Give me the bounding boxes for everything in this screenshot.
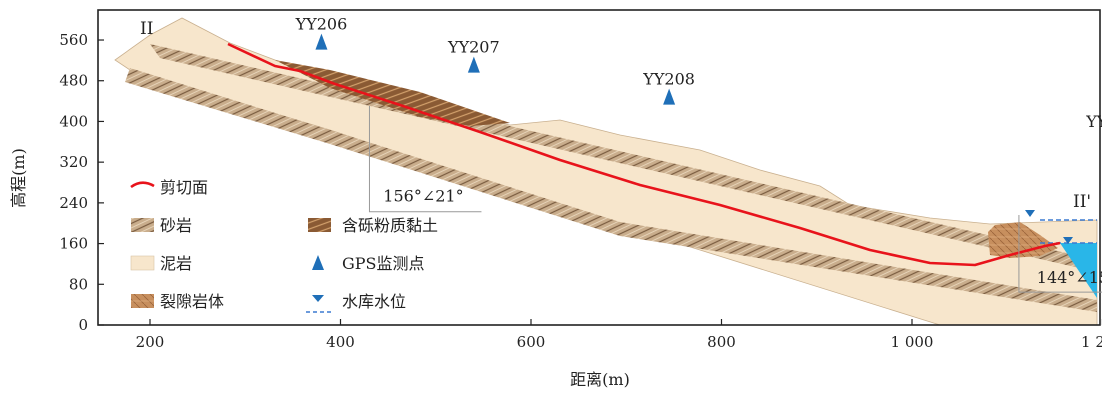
gps-point-label: YY208 bbox=[642, 70, 695, 89]
fractured-rock-body bbox=[988, 222, 1058, 258]
legend-label-sandstone: 砂岩 bbox=[160, 216, 192, 235]
y-tick-label: 480 bbox=[59, 72, 88, 90]
attitude-label: 156°∠21° bbox=[383, 187, 463, 206]
sandstone-band-upper bbox=[150, 44, 1097, 272]
y-tick-label: 160 bbox=[59, 235, 88, 253]
attitude-leader bbox=[368, 106, 482, 213]
legend-swatch-sandstone bbox=[131, 218, 154, 232]
sandstone-band-lower bbox=[125, 68, 1097, 312]
y-tick-label: 400 bbox=[59, 112, 88, 130]
water-level-marker-icon bbox=[1025, 210, 1035, 217]
x-tick-label: 200 bbox=[136, 333, 165, 351]
x-tick-label: 600 bbox=[517, 333, 546, 351]
legend-label-shear: 剪切面 bbox=[160, 178, 208, 197]
section-start-label: II bbox=[140, 19, 153, 39]
legend-swatch-gravel-clay bbox=[308, 218, 331, 232]
gps-point-label: YY207 bbox=[447, 38, 500, 57]
gps-point-icon bbox=[663, 88, 676, 105]
legend-swatch-shear bbox=[130, 181, 155, 189]
x-tick-label: 400 bbox=[326, 333, 355, 351]
legend-label-mudstone: 泥岩 bbox=[160, 254, 192, 273]
attitude-label: 144°∠15° bbox=[1037, 268, 1102, 287]
y-tick-label: 0 bbox=[78, 316, 88, 334]
gps-points-group: YY206YY207YY208YY209YY210 bbox=[295, 15, 1102, 131]
y-tick-label: 240 bbox=[59, 194, 88, 212]
water-level-marker-icon bbox=[1063, 237, 1073, 244]
legend-swatch-gps-icon bbox=[312, 255, 324, 270]
y-tick-label: 320 bbox=[59, 153, 88, 171]
x-tick-label: 1 200 bbox=[1081, 333, 1102, 351]
x-tick-label: 800 bbox=[707, 333, 736, 351]
y-axis-title: 高程(m) bbox=[9, 148, 28, 208]
attitude-callouts: 156°∠21°144°∠15°154°∠16°297°∠10° bbox=[368, 106, 1102, 293]
attitude-leader bbox=[1018, 215, 1102, 293]
legend-swatch-fractured bbox=[131, 294, 154, 308]
legend-label-gravel-clay: 含砾粉质黏土 bbox=[342, 216, 438, 235]
section-end-label: II' bbox=[1073, 192, 1091, 212]
gps-point-icon bbox=[315, 33, 328, 50]
x-tick-label: 1 000 bbox=[891, 333, 934, 351]
legend: 剪切面 砂岩 含砾粉质黏土 泥岩 GPS监测点 裂隙岩体 水库水位 bbox=[130, 178, 438, 313]
water-level-labels: 175 m145 m bbox=[1025, 210, 1073, 244]
legend-label-gps: GPS监测点 bbox=[342, 254, 425, 273]
gps-point-label: YY206 bbox=[295, 15, 348, 34]
gps-point-label: YY209 bbox=[1085, 112, 1102, 131]
geology-layers bbox=[114, 17, 1098, 326]
reservoir-water bbox=[1060, 243, 1097, 298]
y-tick-label: 80 bbox=[69, 275, 88, 293]
shear-surface bbox=[227, 42, 1061, 267]
plot-frame bbox=[97, 9, 1101, 326]
legend-label-fractured: 裂隙岩体 bbox=[160, 292, 224, 311]
gps-point-icon bbox=[467, 56, 480, 73]
legend-swatch-mudstone bbox=[130, 255, 155, 271]
y-tick-label: 560 bbox=[59, 31, 88, 49]
legend-swatch-reservoir-icon bbox=[312, 295, 324, 302]
gravel-clay-cover bbox=[275, 60, 510, 126]
legend-label-reservoir: 水库水位 bbox=[342, 292, 406, 311]
x-axis-title: 距离(m) bbox=[570, 370, 630, 389]
